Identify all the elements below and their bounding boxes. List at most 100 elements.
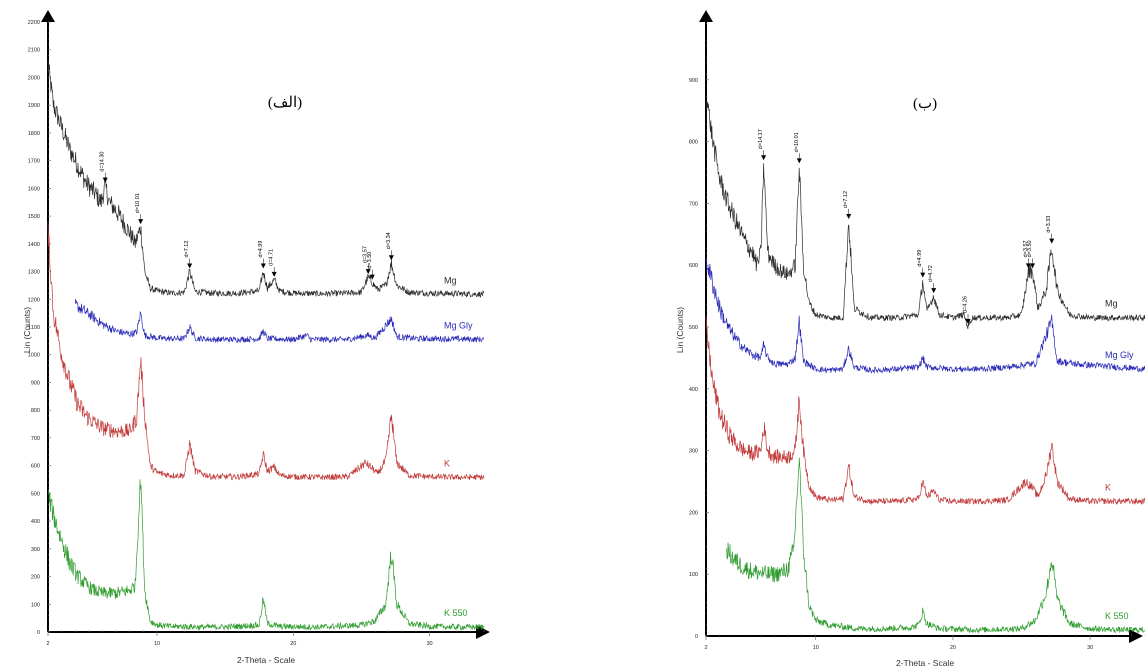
y-tick-label: 300 <box>689 449 698 455</box>
peak-marker-icon <box>365 269 371 275</box>
peak-label: d=4.71 <box>269 249 275 266</box>
peak-label: d=3.50 <box>1027 240 1033 257</box>
peak-marker-icon <box>388 255 394 261</box>
series-name-label: Mg <box>444 275 457 285</box>
x-tick-label: 10 <box>154 641 160 647</box>
series-line <box>47 60 485 298</box>
y-tick-label: 800 <box>31 408 40 414</box>
y-tick-label: 600 <box>689 263 698 269</box>
y-tick-label: 400 <box>689 387 698 393</box>
panel-label: (ب) <box>913 96 937 112</box>
x-tick-label: 10 <box>813 645 819 651</box>
peak-marker-icon <box>138 219 144 225</box>
y-tick-label: 100 <box>31 602 40 608</box>
peak-marker-icon <box>369 274 375 280</box>
series-line <box>47 222 485 481</box>
series-k: K <box>705 316 1145 506</box>
peak-marker-icon <box>1030 263 1036 269</box>
series-line <box>47 479 485 632</box>
x-tick-label: 20 <box>950 645 956 651</box>
x-axis-arrow-icon <box>476 625 490 639</box>
peak-label: d=4.99 <box>258 241 264 258</box>
y-axis-arrow-icon <box>699 10 713 22</box>
peak-label: d=7.12 <box>184 241 190 258</box>
x-axis-arrow-icon <box>1129 629 1143 643</box>
y-tick-label: 300 <box>31 547 40 553</box>
y-tick-label: 900 <box>31 380 40 386</box>
peak-marker-icon <box>846 213 852 219</box>
x-tick-label: 30 <box>1087 645 1093 651</box>
y-tick-label: 1600 <box>28 186 40 192</box>
peak-label: d=14.30 <box>100 152 106 172</box>
series-line <box>74 298 484 344</box>
x-tick-label: 30 <box>426 641 432 647</box>
chart-alef: 0 100 200 300 400 500 600 700 800 900 1000 1100 1200… <box>22 10 490 665</box>
y-tick-label: 700 <box>689 201 698 207</box>
y-tick-label: 100 <box>689 572 698 578</box>
peak-label: d=4.99 <box>917 250 923 267</box>
series-mg: Mg d=14.30 d=10.01 d=7.12 d=4.99 d=4.71 d=3.57… <box>47 60 485 298</box>
y-tick-label: 500 <box>689 325 698 331</box>
y-tick-label: 1700 <box>28 159 40 165</box>
peak-label: d=14.17 <box>758 129 764 149</box>
peak-marker-icon <box>1049 238 1055 244</box>
y-tick-label: 1400 <box>28 242 40 248</box>
peak-label: d=3.34 <box>386 232 392 249</box>
peak-marker-icon <box>187 263 193 269</box>
y-tick-label: 1200 <box>28 297 40 303</box>
y-tick-label: 1100 <box>28 325 40 331</box>
y-tick-label: 700 <box>31 436 40 442</box>
x-tick-label: 20 <box>290 641 296 647</box>
y-tick-label: 1300 <box>28 270 40 276</box>
y-tick-label: 2200 <box>28 20 40 26</box>
y-tick-label: 400 <box>31 519 40 525</box>
x-tick-label: 2 <box>704 645 707 651</box>
peak-marker-icon <box>931 288 937 294</box>
y-tick-label: 2100 <box>28 48 40 54</box>
series-line <box>705 258 1145 374</box>
y-tick-label: 600 <box>31 464 40 470</box>
series-name-label: Mg Gly <box>1105 350 1134 360</box>
peak-marker-icon <box>761 155 767 161</box>
series-line <box>726 457 1145 634</box>
x-axis-title: 2-Theta - Scale <box>896 658 954 668</box>
series-mg-gly: Mg Gly <box>705 258 1145 374</box>
y-axis-title: Lin (Counts) <box>22 307 32 353</box>
series-name-label: Mg <box>1105 299 1118 309</box>
series-k-550: K 550 <box>47 479 485 632</box>
y-tick-label: 500 <box>31 491 40 497</box>
peak-marker-icon <box>796 158 802 164</box>
y-tick-label: 200 <box>31 575 40 581</box>
peak-label: d=4.26 <box>963 296 969 313</box>
x-tick-label: 2 <box>46 641 49 647</box>
peak-label: d=4.72 <box>928 265 934 282</box>
y-tick-label: 1500 <box>28 214 40 220</box>
y-tick-label: 1000 <box>28 353 40 359</box>
series-line <box>705 316 1145 506</box>
y-tick-label: 900 <box>689 78 698 84</box>
panel-label: (الف) <box>268 95 302 111</box>
peak-marker-icon <box>920 272 926 278</box>
y-tick-label: 800 <box>689 140 698 146</box>
y-tick-label: 1800 <box>28 131 40 137</box>
y-tick-label: 1900 <box>28 103 40 109</box>
series-line <box>705 101 1145 330</box>
peak-label: d=3.50 <box>367 252 373 269</box>
y-tick-label: 200 <box>689 510 698 516</box>
series-k: K <box>47 222 485 481</box>
series-name-label: K <box>444 458 450 468</box>
y-tick-label: 0 <box>37 630 40 636</box>
y-axis-title: Lin (Counts) <box>675 307 685 353</box>
y-tick-label: 2000 <box>28 75 40 81</box>
series-mg: Mg d=14.17 d=10.01 d=7.12 d=4.99 d=4.72 d=4.26… <box>705 101 1145 330</box>
x-axis-title: 2-Theta - Scale <box>237 655 295 665</box>
peak-marker-icon <box>271 271 277 277</box>
series-mg-gly: Mg Gly <box>74 298 484 344</box>
series-name-label: Mg Gly <box>444 320 473 330</box>
peak-marker-icon <box>102 177 108 183</box>
peak-label: d=3.33 <box>1046 216 1052 233</box>
series-name-label: K 550 <box>1105 611 1129 621</box>
peak-label: d=10.01 <box>135 193 141 213</box>
y-tick-label: 0 <box>695 634 698 640</box>
